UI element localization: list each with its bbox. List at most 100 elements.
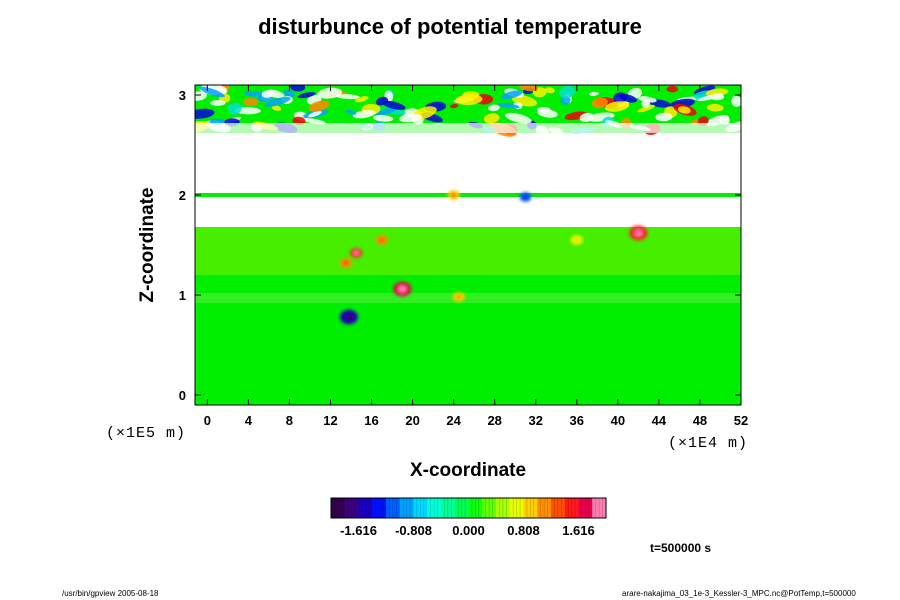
upper-layer-blob	[297, 92, 316, 99]
upper-layer-blob	[335, 94, 360, 100]
colorbar-cell-6	[413, 498, 428, 518]
upper-layer-blob	[579, 112, 594, 123]
upper-layer-blob	[210, 99, 226, 106]
colorbar-cell-7	[427, 498, 442, 518]
upper-layer-blob	[290, 85, 306, 92]
upper-layer-blob	[637, 104, 655, 113]
upper-layer-blob	[302, 118, 326, 125]
anomaly-core-2	[398, 285, 407, 293]
anomaly-core-1	[353, 250, 359, 256]
upper-layer-blob	[271, 105, 282, 111]
x-tick-label-12: 48	[693, 413, 707, 428]
colorbar-cell-1	[344, 498, 359, 518]
upper-layer-blob	[677, 106, 691, 114]
x-axis-label: X-coordinate	[409, 460, 527, 481]
upper-layer-blob	[604, 101, 630, 112]
upper-layer-blob	[706, 103, 724, 112]
colorbar-cell-3	[372, 498, 387, 518]
upper-layer-blob	[537, 109, 558, 118]
x-tick-label-2: 8	[286, 413, 293, 428]
colorbar-tick-label-3: 0.808	[507, 523, 540, 538]
colorbar-cell-4	[386, 498, 401, 518]
upper-layer-blob	[450, 103, 459, 109]
colorbar-frame	[330, 497, 607, 519]
x-tick-label-8: 32	[529, 413, 543, 428]
footer-source: arare-nakajima_03_1e-3_Kessler-3_MPC.nc@…	[622, 589, 856, 598]
anomaly-core-5	[634, 229, 643, 237]
colorbar-cell-13	[509, 498, 524, 518]
colorbar-cell-0	[331, 498, 346, 518]
x-tick-label-0: 0	[204, 413, 211, 428]
anomaly-core-7	[379, 237, 385, 243]
upper-layer-gap	[195, 123, 741, 133]
upper-layer-blob	[619, 93, 638, 103]
upper-layer-blob	[354, 96, 369, 103]
colorbar-cell-18	[578, 498, 593, 518]
upper-layer-blob	[666, 85, 679, 93]
colorbar-tick-label-0: -1.616	[340, 523, 377, 538]
upper-layer-blob	[195, 108, 215, 119]
colorbar-tick-label-4: 1.616	[562, 523, 595, 538]
region-undefined-region-2	[195, 133, 741, 193]
upper-layer-blob	[483, 113, 500, 124]
x-tick-label-3: 12	[323, 413, 337, 428]
upper-layer-blob	[641, 99, 650, 108]
upper-layer-blob	[517, 85, 539, 92]
upper-layer-blob	[243, 97, 259, 106]
region-thin-layer-2km	[195, 193, 741, 197]
upper-layer-blob	[261, 90, 275, 98]
anomaly-core-4	[456, 294, 462, 300]
upper-layer-blob	[382, 100, 406, 110]
upper-layer-blob	[373, 114, 394, 122]
upper-layer-texture	[195, 85, 741, 137]
anomaly-core-3	[344, 313, 353, 321]
region-undefined-region	[195, 197, 741, 227]
upper-layer-blob	[697, 93, 724, 102]
anomaly-core-8	[450, 192, 457, 198]
colorbar-cell-17	[564, 498, 579, 518]
x-tick-label-9: 36	[570, 413, 584, 428]
y-axis-scale: (×1E5 m)	[106, 425, 187, 442]
heatmap-field	[195, 85, 741, 405]
upper-layer-blob	[352, 110, 376, 119]
upper-layer-blob	[199, 86, 225, 98]
region-lower-layer-top	[195, 227, 741, 275]
time-label: t=500000 s	[650, 541, 712, 555]
y-axis-label: Z-coordinate	[137, 187, 158, 303]
y-tick-label-3: 3	[179, 88, 186, 103]
x-tick-label-4: 16	[364, 413, 378, 428]
upper-layer-blob	[655, 112, 673, 122]
upper-layer-blob	[501, 90, 523, 100]
upper-layer-blob	[588, 91, 599, 96]
colorbar-cell-19	[592, 498, 607, 518]
upper-layer-blob	[488, 104, 500, 112]
upper-layer-blob	[505, 112, 532, 124]
colorbar-cell-12	[496, 498, 511, 518]
colorbar-cell-8	[441, 498, 456, 518]
y-tick-label-1: 1	[179, 288, 186, 303]
footer-command: /usr/bin/gpview 2005-08-18	[62, 589, 159, 598]
upper-layer-blob	[455, 94, 483, 106]
colorbar-cell-14	[523, 498, 538, 518]
upper-layer-blob	[559, 85, 576, 99]
colorbar-tick-label-2: 0.000	[452, 523, 485, 538]
y-tick-label-2: 2	[179, 188, 186, 203]
upper-layer-blob	[345, 109, 357, 115]
x-tick-label-5: 20	[405, 413, 419, 428]
x-axis-scale: (×1E4 m)	[668, 435, 749, 452]
colorbar-cell-11	[482, 498, 497, 518]
upper-layer-blob	[195, 91, 207, 101]
plot-frame	[194, 84, 742, 406]
upper-layer-blob	[731, 95, 741, 107]
x-tick-label-6: 24	[446, 413, 461, 428]
region-lower-cool-band	[195, 293, 741, 303]
colorbar-cell-9	[454, 498, 469, 518]
upper-layer-blob	[283, 89, 296, 98]
upper-layer-blob	[308, 110, 322, 118]
chart-title: disturbunce of potential temperature	[258, 14, 642, 39]
colorbar-cell-15	[537, 498, 552, 518]
colorbar-cell-2	[358, 498, 373, 518]
anomaly-core-0	[343, 260, 349, 266]
